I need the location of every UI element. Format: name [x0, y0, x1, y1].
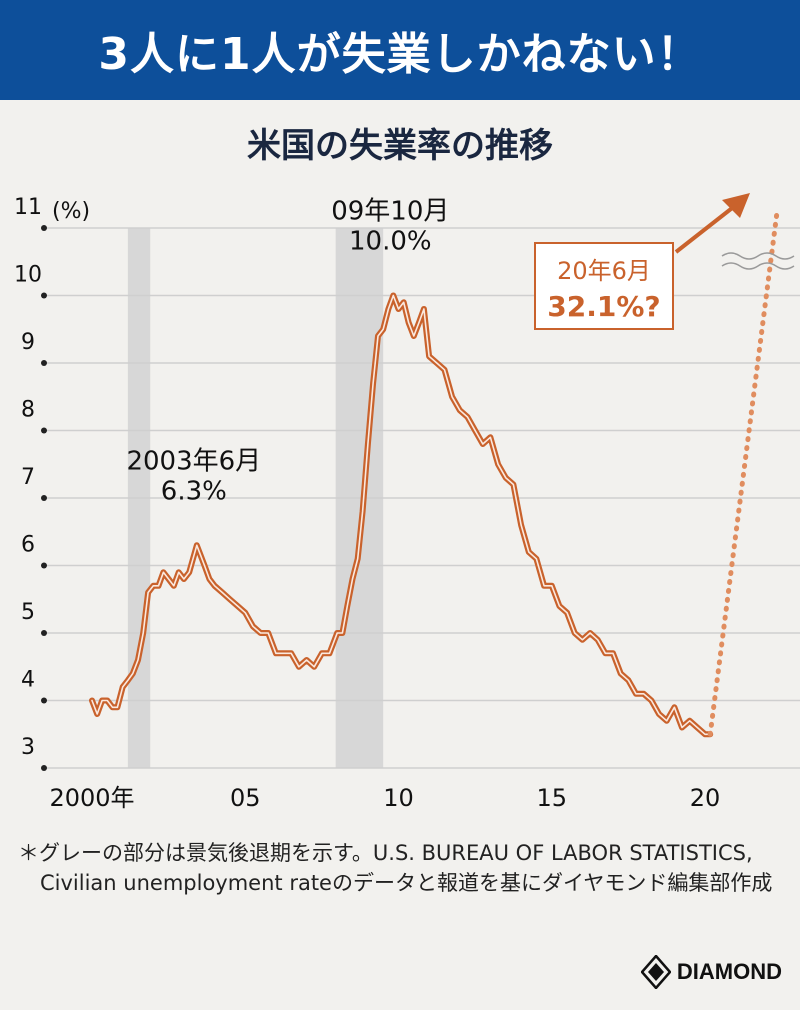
y-tick-label-8: 8 — [21, 398, 35, 423]
forecast-callout: 20年6月 32.1%? — [534, 193, 795, 330]
y-tick-dot-4 — [41, 697, 47, 704]
y-tick-dot-6 — [41, 562, 47, 569]
y-tick-label-5: 5 — [21, 600, 35, 625]
x-tick-label-15: 15 — [536, 784, 567, 812]
annotation-value-2: 10.0% — [349, 227, 432, 257]
y-tick-label-6: 6 — [21, 533, 35, 558]
source-note: ＊グレーの部分は景気後退期を示す。U.S. BUREAU OF LABOR ST… — [18, 838, 788, 898]
y-tick-label-3: 3 — [21, 735, 35, 760]
x-tick-label-05: 05 — [230, 784, 261, 812]
x-tick-label-10: 10 — [383, 784, 414, 812]
x-tick-label-2000年: 2000年 — [49, 784, 134, 812]
x-tick-label-20: 20 — [690, 784, 721, 812]
y-tick-label-4: 4 — [21, 668, 35, 693]
y-tick-label-10: 10 — [14, 263, 42, 288]
publisher-logo: DIAMOND — [640, 955, 782, 989]
forecast-dotted-line — [707, 212, 780, 737]
series-line-outer-0 — [89, 292, 714, 738]
y-tick-dot-9 — [41, 360, 47, 366]
y-axis-unit: (%) — [52, 199, 90, 224]
y-tick-dot-8 — [41, 427, 47, 434]
y-tick-label-9: 9 — [21, 330, 35, 355]
y-tick-dot-11 — [41, 225, 47, 231]
callout-title: 20年6月 — [557, 257, 651, 285]
annotation-title-2: 09年10月 — [331, 197, 449, 227]
x-axis-ticks: 2000年 05 10 15 20 — [49, 784, 720, 812]
headline-banner: 3人に1人が失業しかねない！ — [0, 0, 800, 100]
y-tick-dot-10 — [41, 292, 47, 299]
annotation-title-1: 2003年6月 — [126, 446, 261, 476]
y-tick-label-7: 7 — [21, 465, 35, 490]
headline-text: 3人に1人が失業しかねない！ — [98, 29, 702, 80]
callout-box — [534, 242, 674, 330]
axis-break-mark-top — [721, 252, 795, 260]
source-note-text: ＊グレーの部分は景気後退期を示す。U.S. BUREAU OF LABOR ST… — [18, 841, 773, 895]
y-tick-dot-3 — [41, 765, 47, 771]
y-tick-dot-5 — [41, 630, 47, 636]
callout-arrow-shaft — [674, 203, 738, 254]
axis-break-mark-bottom — [721, 262, 795, 270]
callout-value: 32.1%? — [547, 290, 660, 323]
unemployment-line-chart: 3 4 5 6 7 8 9 10 11 (%) 2000年 05 10 15 20 2003年6月6.3… — [14, 193, 800, 812]
callout-arrow-head — [722, 193, 750, 218]
y-tick-label-11: 11 — [14, 195, 42, 220]
annotation-value-1: 6.3% — [161, 476, 227, 506]
y-tick-dot-7 — [41, 495, 47, 501]
series-line-inner-0 — [91, 294, 712, 736]
diamond-logo-icon — [640, 955, 671, 989]
forecast-projection — [707, 212, 780, 737]
y-axis-ticks: 3 4 5 6 7 8 9 10 11 — [14, 195, 47, 771]
unemployment-series — [89, 292, 714, 738]
chart-title: 米国の失業率の推移 — [247, 126, 553, 166]
logo-text: DIAMOND — [676, 959, 782, 984]
